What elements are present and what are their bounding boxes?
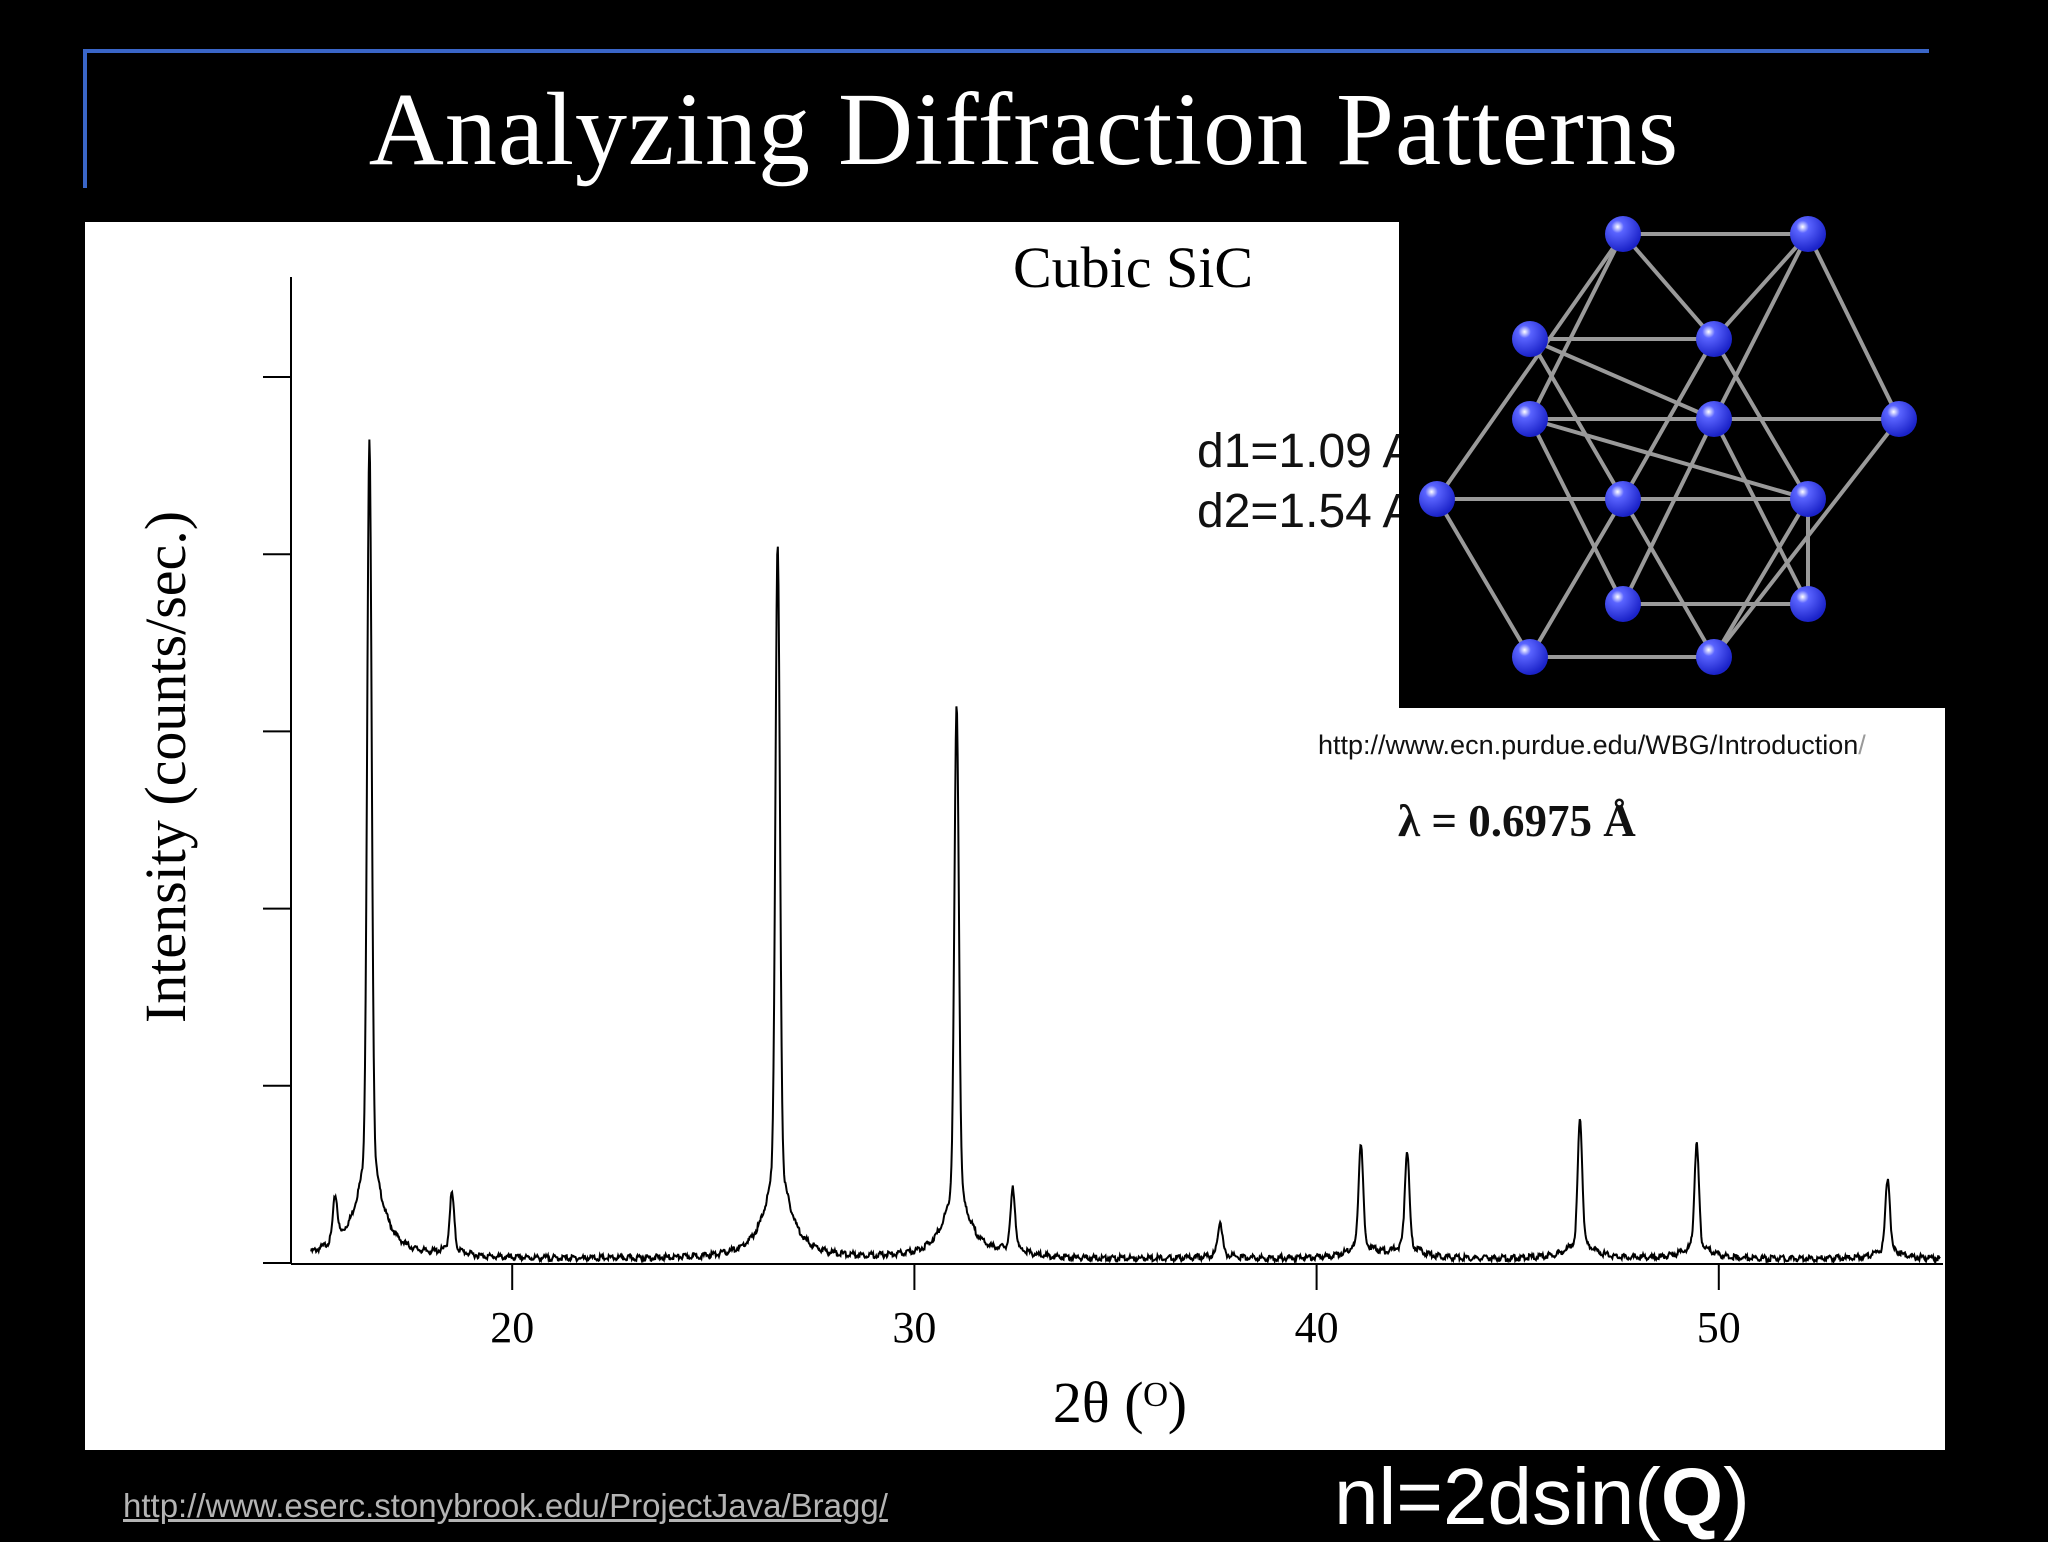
atom-g [1881, 401, 1917, 437]
bond-ad [1621, 232, 1716, 341]
bond-fl [1712, 418, 1810, 605]
atom-n [1696, 639, 1732, 675]
bond-dj [1712, 337, 1810, 501]
title-frame-top-line [83, 49, 1929, 53]
wavelength-label: λ = 0.6975 Å [1398, 796, 1636, 846]
d-spacing-2: d2=1.54 A [1197, 485, 1415, 538]
bond-ci [1528, 337, 1625, 501]
atom-j [1790, 481, 1826, 517]
y-axis-label: Intensity (counts/sec.) [133, 511, 198, 1023]
peak-4 [775, 541, 781, 547]
chart-title: Cubic SiC [1013, 235, 1253, 300]
x-axis-label: 2θ (ᴼ) [1053, 1370, 1187, 1435]
equation-theta: Q [1660, 1452, 1724, 1541]
sic-lattice-diagram [1419, 216, 1917, 675]
bragg-applet-link[interactable]: http://www.eserc.stonybrook.edu/ProjectJ… [123, 1487, 888, 1524]
atom-m [1512, 639, 1548, 675]
atom-i [1605, 481, 1641, 517]
atom-k [1605, 586, 1641, 622]
atom-l [1790, 586, 1826, 622]
bond-di [1621, 338, 1716, 500]
x-tick-label: 40 [1295, 1303, 1339, 1352]
diffraction-curve [310, 439, 1941, 1265]
image-credit-trail: / [1858, 730, 1866, 760]
bond-fk [1621, 418, 1716, 605]
peak-9 [1404, 1146, 1410, 1152]
bond-ah [1435, 232, 1625, 501]
title-frame-left-line [83, 49, 87, 188]
x-tick-label: 30 [892, 1303, 936, 1352]
bond-cf [1529, 337, 1715, 421]
peak-8 [1358, 1139, 1364, 1145]
bond-ae [1528, 233, 1625, 420]
d-spacing-1: d1=1.09 A [1197, 425, 1415, 478]
atom-f [1696, 401, 1732, 437]
atom-c [1512, 321, 1548, 357]
atom-b [1790, 216, 1826, 252]
x-tick-label: 50 [1697, 1303, 1741, 1352]
crystal-structure-image [1399, 189, 1948, 708]
atom-a [1605, 216, 1641, 252]
bond-ej [1529, 417, 1809, 501]
bond-jn [1712, 497, 1810, 659]
equation-part-1: nl=2dsin( [1334, 1452, 1661, 1541]
image-credit-text[interactable]: http://www.ecn.purdue.edu/WBG/Introducti… [1318, 730, 1859, 760]
atom-e [1512, 401, 1548, 437]
atom-d [1696, 321, 1732, 357]
x-tick-label: 20 [490, 1303, 534, 1352]
bond-bd [1712, 232, 1810, 341]
atom-h [1419, 481, 1455, 517]
bond-in [1621, 498, 1716, 658]
slide-title: Analyzing Diffraction Patterns [368, 72, 1680, 187]
equation-part-2: ) [1723, 1452, 1750, 1541]
bond-ek [1528, 418, 1625, 605]
bond-bg [1806, 233, 1901, 420]
bond-hm [1435, 497, 1532, 659]
bond-im [1528, 497, 1625, 659]
bragg-equation: nl=2dsin(Q) [1334, 1452, 1750, 1542]
diffraction-chart: 20 30 40 50 2θ (ᴼ) Intensity (counts/sec.) Cub… [133, 235, 1943, 1435]
bond-bf [1712, 233, 1810, 420]
peak-12 [1885, 1174, 1891, 1180]
image-credit-url[interactable]: http://www.ecn.purdue.edu/WBG/Introducti… [1318, 730, 1866, 761]
